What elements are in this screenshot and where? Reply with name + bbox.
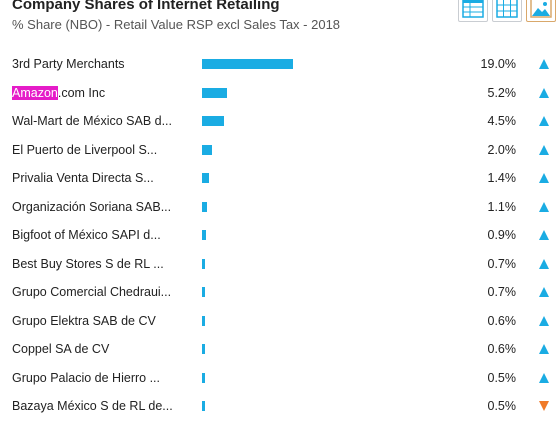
trend-up-icon — [539, 87, 549, 98]
value-label: 5.2% — [487, 85, 517, 100]
bar-track — [202, 201, 442, 212]
bar-track — [202, 144, 442, 155]
bar-track — [202, 287, 442, 298]
category-label: Grupo Elektra SAB de CV — [12, 313, 156, 328]
chart-row: Amazon.com Inc 5.2% — [0, 79, 560, 108]
bar-track — [202, 59, 442, 70]
bar — [202, 344, 205, 355]
trend-up-icon — [539, 372, 549, 383]
category-label: Organización Soriana SAB... — [12, 199, 172, 214]
value-label: 4.5% — [487, 114, 517, 129]
share-bar-chart: 3rd Party Merchants 19.0% Amazon.com Inc 5.… — [0, 50, 560, 421]
bar — [202, 258, 206, 269]
category-label: Best Buy Stores S de RL ... — [12, 256, 164, 271]
chart-row: Grupo Comercial Chedraui... 0.7% — [0, 278, 560, 307]
category-label: Grupo Palacio de Hierro ... — [12, 370, 160, 385]
trend-up-icon — [539, 344, 549, 355]
bar — [202, 144, 212, 155]
category-label: Amazon.com Inc — [12, 85, 106, 100]
category-label: Wal-Mart de México SAB d... — [12, 114, 172, 129]
grid-icon — [496, 0, 518, 18]
bar-track — [202, 87, 442, 98]
bar — [202, 230, 207, 241]
chart-row: Best Buy Stores S de RL ... 0.7% — [0, 250, 560, 279]
chart-row: Wal-Mart de México SAB d... 4.5% — [0, 107, 560, 136]
bar — [202, 116, 224, 127]
value-label: 0.6% — [487, 342, 517, 357]
chart-row: Bazaya México S de RL de... 0.5% — [0, 392, 560, 421]
chart-row: 3rd Party Merchants 19.0% — [0, 50, 560, 79]
view-toolbar — [458, 0, 556, 22]
category-label: Bigfoot of México SAPI d... — [12, 228, 161, 243]
chart-subtitle: % Share (NBO) - Retail Value RSP excl Sa… — [12, 17, 341, 32]
value-label: 0.5% — [487, 370, 517, 385]
trend-up-icon — [539, 173, 549, 184]
trend-up-icon — [539, 315, 549, 326]
bar-track — [202, 315, 442, 326]
bar — [202, 287, 206, 298]
value-label: 2.0% — [487, 142, 517, 157]
chart-row: Bigfoot of México SAPI d... 0.9% — [0, 221, 560, 250]
bar-track — [202, 116, 442, 127]
trend-up-icon — [539, 230, 549, 241]
category-label: Bazaya México S de RL de... — [12, 399, 173, 414]
value-label: 1.1% — [487, 199, 517, 214]
table-view-button[interactable] — [458, 0, 488, 22]
value-label: 1.4% — [487, 171, 517, 186]
trend-up-icon — [539, 59, 549, 70]
bar-track — [202, 372, 442, 383]
bar-track — [202, 173, 442, 184]
bar — [202, 201, 208, 212]
bar — [202, 87, 227, 98]
bar-track — [202, 230, 442, 241]
trend-up-icon — [539, 258, 549, 269]
chart-title: Company Shares of Internet Retailing — [12, 0, 280, 13]
chart-row: Privalia Venta Directa S... 1.4% — [0, 164, 560, 193]
chart-row: Coppel SA de CV 0.6% — [0, 335, 560, 364]
trend-up-icon — [539, 144, 549, 155]
bar — [202, 315, 205, 326]
bar — [202, 401, 205, 412]
bar — [202, 59, 294, 70]
chart-row: Grupo Elektra SAB de CV 0.6% — [0, 307, 560, 336]
category-label: El Puerto de Liverpool S... — [12, 142, 158, 157]
grid-view-button[interactable] — [492, 0, 522, 22]
bar — [202, 372, 205, 383]
bar-track — [202, 401, 442, 412]
table-icon — [462, 0, 484, 18]
image-view-button[interactable] — [526, 0, 556, 22]
chart-header: Company Shares of Internet Retailing % S… — [12, 0, 452, 34]
category-label: 3rd Party Merchants — [12, 57, 125, 72]
bar-track — [202, 258, 442, 269]
category-label: Grupo Comercial Chedraui... — [12, 285, 172, 300]
value-label: 0.7% — [487, 256, 517, 271]
value-label: 0.9% — [487, 228, 517, 243]
chart-row: Organización Soriana SAB... 1.1% — [0, 193, 560, 222]
value-label: 0.7% — [487, 285, 517, 300]
chart-row: El Puerto de Liverpool S... 2.0% — [0, 136, 560, 165]
trend-up-icon — [539, 116, 549, 127]
value-label: 0.5% — [487, 399, 517, 414]
image-icon — [530, 0, 552, 18]
value-label: 0.6% — [487, 313, 517, 328]
category-label: Coppel SA de CV — [12, 342, 110, 357]
trend-down-icon — [539, 401, 549, 412]
category-label: Privalia Venta Directa S... — [12, 171, 154, 186]
chart-row: Grupo Palacio de Hierro ... 0.5% — [0, 364, 560, 393]
trend-up-icon — [539, 201, 549, 212]
value-label: 19.0% — [480, 57, 516, 72]
bar-track — [202, 344, 442, 355]
trend-up-icon — [539, 287, 549, 298]
bar — [202, 173, 209, 184]
